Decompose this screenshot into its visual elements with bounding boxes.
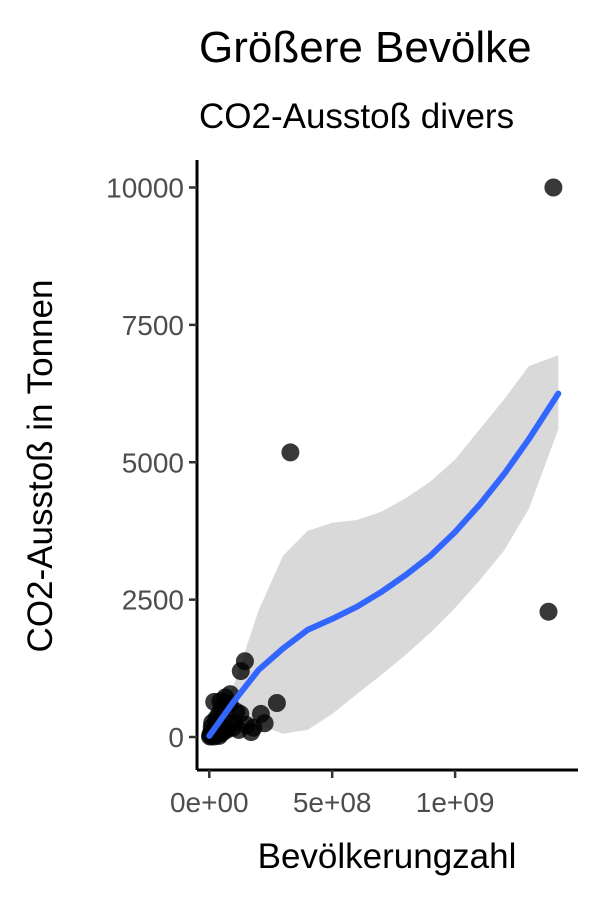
y-axis-title: CO2-Ausstoß in Tonnen <box>21 280 60 653</box>
x-tick-label-2: 1e+09 <box>416 787 495 818</box>
y-tick-label-0: 0 <box>168 722 184 753</box>
plot-area: 0 2500 5000 7500 10000 0e+00 5e+08 1e+09 <box>106 160 578 818</box>
data-point-5 <box>267 694 286 712</box>
x-tick-label-1: 5e+08 <box>293 787 372 818</box>
y-tick-label-4: 10000 <box>106 172 184 203</box>
x-axis-title: Bevölkerungzahl <box>258 837 517 876</box>
smooth-line <box>206 390 562 739</box>
data-point-1 <box>539 602 558 621</box>
chart-subtitle: CO2-Ausstoß divers <box>199 97 514 136</box>
data-point-0 <box>544 178 563 197</box>
y-tick-label-1: 2500 <box>122 585 184 616</box>
chart-title: Größere Bevölke <box>199 23 532 72</box>
data-point-4 <box>231 662 250 681</box>
data-point-23 <box>242 723 261 742</box>
y-tick-label-2: 5000 <box>122 447 184 478</box>
confidence-band <box>209 355 559 741</box>
y-tick-label-3: 7500 <box>122 310 184 341</box>
x-tick-label-0: 0e+00 <box>170 787 249 818</box>
data-point-2 <box>281 443 300 462</box>
